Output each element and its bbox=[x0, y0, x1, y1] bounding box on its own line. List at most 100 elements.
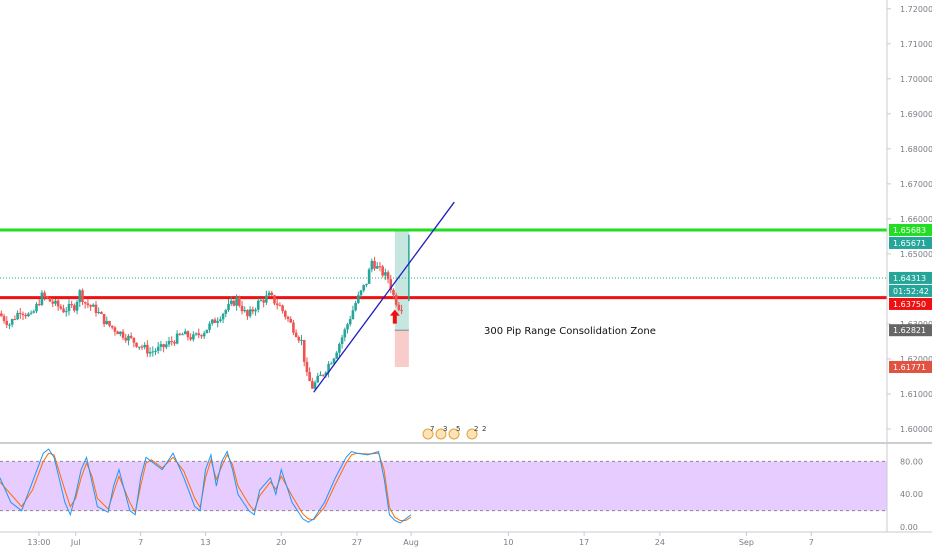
price-tick-label: 1.62000 bbox=[900, 355, 932, 364]
oscillator-tick-label: 80.00 bbox=[900, 457, 923, 466]
candle bbox=[75, 301, 79, 311]
candle bbox=[400, 310, 403, 312]
trendline[interactable] bbox=[313, 201, 455, 393]
candle bbox=[335, 352, 338, 359]
candle bbox=[316, 376, 320, 383]
candle bbox=[21, 313, 25, 315]
candle bbox=[300, 339, 303, 341]
price-badge-label: 1.65683 bbox=[893, 226, 926, 235]
candle bbox=[181, 334, 184, 336]
candle bbox=[102, 314, 106, 325]
candle bbox=[162, 344, 165, 348]
candle bbox=[392, 290, 395, 296]
event-flag-icon[interactable] bbox=[466, 428, 478, 440]
candle bbox=[367, 269, 371, 284]
candle bbox=[16, 312, 19, 320]
price-badge bbox=[889, 284, 932, 297]
candle bbox=[97, 312, 101, 314]
candle bbox=[375, 266, 379, 269]
event-count: 5 bbox=[456, 425, 460, 433]
candle bbox=[8, 324, 11, 326]
candle bbox=[10, 319, 14, 325]
candle bbox=[286, 316, 290, 319]
candle bbox=[313, 382, 317, 389]
price-tick-label: 1.69000 bbox=[900, 110, 932, 119]
candle bbox=[24, 314, 27, 317]
event-flag-icon[interactable] bbox=[435, 428, 447, 440]
price-tick-label: 1.71000 bbox=[900, 40, 932, 49]
horizontal-levels[interactable] bbox=[0, 228, 887, 300]
candle bbox=[189, 337, 192, 340]
oscillator-pane bbox=[0, 448, 887, 524]
candle bbox=[192, 334, 195, 340]
candle bbox=[254, 309, 257, 312]
candle bbox=[208, 323, 211, 330]
candle bbox=[108, 321, 111, 326]
candle bbox=[200, 335, 203, 337]
candle bbox=[91, 304, 95, 307]
candle bbox=[243, 310, 247, 312]
candle bbox=[319, 374, 322, 377]
time-tick-label: Aug bbox=[403, 538, 419, 547]
price-badge bbox=[889, 297, 932, 310]
candle bbox=[73, 305, 76, 311]
candle bbox=[259, 300, 263, 302]
time-tick-label: 10 bbox=[503, 538, 513, 547]
price-axis[interactable]: 1.72000 1.71000 1.70000 1.69000 1.68000 1.670… bbox=[886, 0, 932, 532]
candle bbox=[46, 296, 49, 299]
price-tick-label: 1.70000 bbox=[900, 75, 932, 84]
time-tick-label: 17 bbox=[579, 538, 589, 547]
candle bbox=[5, 320, 9, 325]
candle bbox=[348, 319, 352, 325]
candle bbox=[321, 374, 325, 376]
event-flag-icon[interactable] bbox=[422, 428, 434, 440]
candle bbox=[221, 313, 225, 320]
candle bbox=[154, 350, 157, 352]
candle bbox=[219, 319, 222, 322]
candle bbox=[248, 309, 252, 317]
event-count: 2 bbox=[482, 425, 486, 433]
main-grid bbox=[0, 0, 887, 443]
time-axis[interactable]: 13:00 Jul 7 13 20 27 Aug 10 17 24 Sep 7 bbox=[0, 531, 932, 547]
candle bbox=[119, 331, 122, 335]
event-flag-icon[interactable] bbox=[448, 428, 460, 440]
candle bbox=[13, 319, 17, 321]
candle bbox=[29, 312, 33, 314]
candle bbox=[210, 319, 214, 324]
price-tick-label: 1.72000 bbox=[900, 5, 932, 14]
candle bbox=[308, 372, 311, 382]
candle bbox=[246, 310, 249, 317]
candle bbox=[362, 284, 366, 291]
time-tick-label: 7 bbox=[809, 538, 814, 547]
candle bbox=[59, 306, 63, 309]
price-badge-label: 1.65671 bbox=[893, 239, 926, 248]
candle bbox=[327, 363, 330, 373]
drawings[interactable] bbox=[313, 201, 455, 393]
candle bbox=[235, 297, 238, 306]
candle bbox=[311, 381, 314, 389]
candle bbox=[94, 304, 98, 313]
candle bbox=[2, 316, 6, 321]
candle bbox=[48, 298, 52, 302]
price-badge bbox=[889, 236, 932, 249]
annotation-text[interactable]: 300 Pip Range Consolidation Zone bbox=[484, 326, 656, 337]
candle bbox=[292, 322, 295, 333]
candle bbox=[240, 305, 244, 312]
candle bbox=[289, 318, 293, 323]
candle bbox=[197, 333, 201, 336]
candle bbox=[262, 300, 265, 303]
candle bbox=[343, 329, 347, 338]
candle bbox=[159, 344, 163, 347]
time-tick-label: 24 bbox=[655, 538, 665, 547]
candle bbox=[105, 321, 109, 325]
candle bbox=[378, 266, 382, 268]
candle bbox=[32, 311, 36, 313]
candle bbox=[373, 260, 376, 269]
candle bbox=[370, 260, 374, 270]
arrow-up-icon[interactable] bbox=[389, 309, 400, 324]
candle bbox=[213, 319, 217, 323]
loss-zone[interactable] bbox=[394, 330, 409, 367]
candle bbox=[37, 304, 41, 306]
